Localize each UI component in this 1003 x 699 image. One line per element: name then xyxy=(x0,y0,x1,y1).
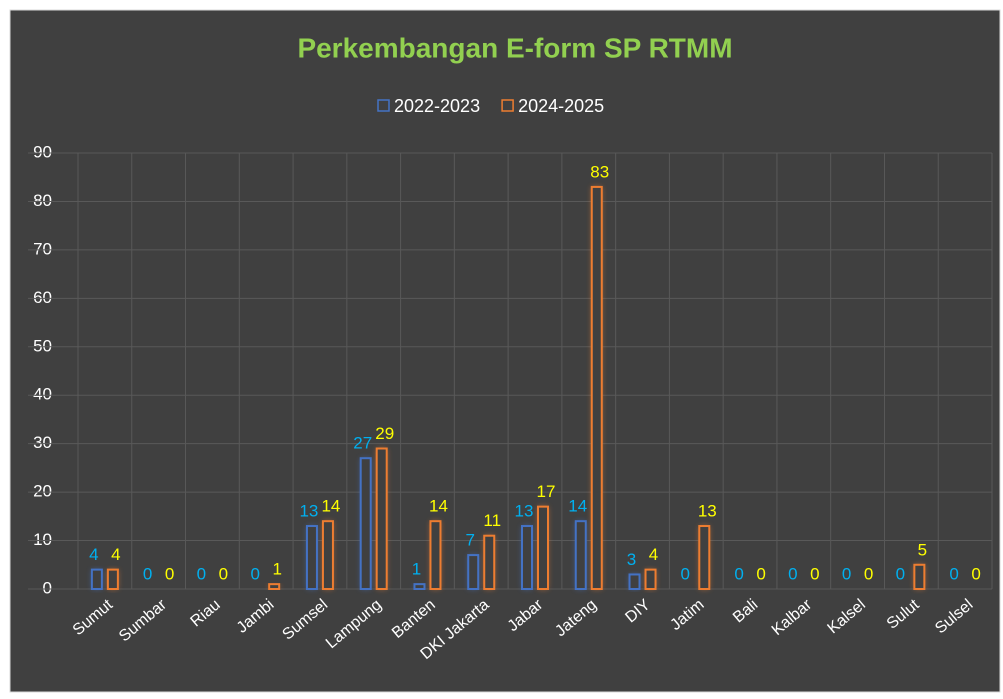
y-tick-label: 80 xyxy=(33,191,52,210)
data-label: 0 xyxy=(971,564,980,583)
data-label: 0 xyxy=(734,564,743,583)
legend-label: 2022-2023 xyxy=(394,96,480,116)
bar xyxy=(483,534,496,591)
data-label: 0 xyxy=(949,564,958,583)
legend-swatch xyxy=(501,99,514,112)
chart-background xyxy=(9,9,1001,693)
data-label: 4 xyxy=(89,545,98,564)
y-tick-label: 60 xyxy=(33,288,52,307)
data-label: 29 xyxy=(375,424,394,443)
bar xyxy=(375,447,388,590)
data-label: 0 xyxy=(197,564,206,583)
data-label: 17 xyxy=(537,482,556,501)
data-label: 4 xyxy=(111,545,120,564)
bar xyxy=(90,568,103,590)
y-tick-label: 20 xyxy=(33,482,52,501)
data-label: 0 xyxy=(756,564,765,583)
bar xyxy=(644,568,657,590)
data-label: 4 xyxy=(649,545,658,564)
y-tick-label: 40 xyxy=(33,385,52,404)
data-label: 0 xyxy=(681,564,690,583)
legend-label: 2024-2025 xyxy=(518,96,604,116)
y-tick-label: 70 xyxy=(33,239,52,258)
data-label: 13 xyxy=(299,502,318,521)
data-label: 0 xyxy=(250,564,259,583)
bar xyxy=(698,525,711,590)
data-label: 0 xyxy=(143,564,152,583)
bar xyxy=(574,520,587,591)
data-label: 13 xyxy=(698,502,717,521)
legend-swatch xyxy=(377,99,390,112)
bar xyxy=(590,185,603,591)
data-label: 0 xyxy=(842,564,851,583)
bar xyxy=(537,505,549,590)
y-tick-label: 30 xyxy=(33,433,52,452)
bar xyxy=(628,573,641,591)
data-label: 1 xyxy=(412,560,421,579)
bar xyxy=(321,520,334,591)
data-label: 3 xyxy=(627,550,636,569)
bar xyxy=(429,520,442,591)
data-label: 11 xyxy=(483,511,501,530)
y-tick-label: 50 xyxy=(33,336,52,355)
y-tick-label: 90 xyxy=(33,142,52,161)
bar xyxy=(305,525,318,590)
data-label: 27 xyxy=(353,434,372,453)
data-label: 7 xyxy=(466,531,475,550)
y-tick-label: 10 xyxy=(33,530,52,549)
bar xyxy=(359,457,372,591)
data-label: 0 xyxy=(165,564,174,583)
data-label: 14 xyxy=(568,497,587,516)
y-tick-label: 0 xyxy=(43,578,52,597)
bar xyxy=(913,563,926,590)
data-label: 1 xyxy=(272,560,281,579)
data-label: 13 xyxy=(515,502,534,521)
data-label: 0 xyxy=(896,564,905,583)
bar xyxy=(268,583,281,591)
data-label: 0 xyxy=(864,564,873,583)
data-label: 14 xyxy=(429,497,448,516)
bar xyxy=(106,568,119,590)
data-label: 0 xyxy=(788,564,797,583)
data-label: 0 xyxy=(810,564,819,583)
data-label: 83 xyxy=(590,162,609,181)
data-label: 14 xyxy=(321,497,340,516)
data-label: 0 xyxy=(219,564,228,583)
data-label: 5 xyxy=(918,540,927,559)
bar xyxy=(521,525,533,590)
chart-title: Perkembangan E-form SP RTMM xyxy=(297,32,732,63)
bar xyxy=(467,554,480,590)
bar xyxy=(413,583,426,591)
